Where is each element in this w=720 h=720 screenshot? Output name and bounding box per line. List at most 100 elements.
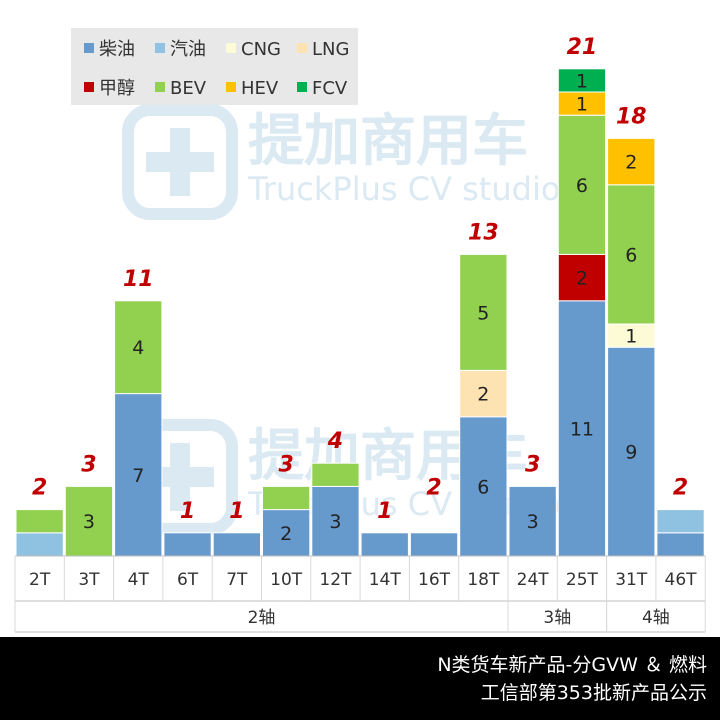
- bar-segment-24T-柴油: [508, 485, 557, 557]
- bar-segment-46T-柴油: [656, 532, 705, 557]
- footer-banner: N类货车新产品-分GVW ＆ 燃料 工信部第353批新产品公示: [0, 637, 720, 720]
- x-tick-label: 6T: [177, 570, 199, 590]
- total-label: 2: [673, 476, 688, 501]
- x-tick-label: 12T: [319, 570, 352, 590]
- total-label: 2: [426, 476, 441, 501]
- bar-segment-18T-LNG: [459, 369, 508, 418]
- legend-swatch: [84, 43, 94, 53]
- bar-segment-2T-汽油: [15, 532, 64, 557]
- segment-value-label: 6: [625, 244, 637, 266]
- bar-segment-3T-BEV: [64, 485, 114, 557]
- total-label: 3: [81, 452, 96, 477]
- bar-segment-14T-柴油: [360, 532, 409, 557]
- legend-item: CNG: [226, 39, 281, 60]
- legend-item: 柴油: [84, 39, 135, 60]
- watermark-subtitle: TruckPlus CV studio: [247, 170, 560, 208]
- segment-value-label: 7: [132, 465, 144, 487]
- legend-label: 柴油: [99, 39, 135, 60]
- segment-value-label: 1: [625, 326, 637, 348]
- bar-segment-4T-BEV: [114, 300, 163, 395]
- legend-label: FCV: [312, 78, 348, 99]
- bar-segment-2T-BEV: [15, 509, 64, 534]
- legend-swatch: [297, 43, 307, 53]
- x-tick-label: 7T: [226, 570, 248, 590]
- watermark-logo-icon: [122, 104, 238, 220]
- total-label: 1: [377, 499, 392, 524]
- bar-segment-25T-FCV: [557, 68, 607, 93]
- bar-segment-7T-柴油: [212, 532, 261, 557]
- segment-value-label: 3: [527, 511, 539, 533]
- total-label: 21: [567, 35, 598, 60]
- segment-value-label: 2: [280, 523, 292, 545]
- bar-segment-12T-BEV: [311, 462, 360, 487]
- segment-value-label: 4: [132, 337, 144, 359]
- x-group-label: 2轴: [248, 608, 276, 628]
- footer-background: [0, 637, 720, 720]
- total-label: 3: [278, 452, 293, 477]
- legend-swatch: [84, 82, 94, 92]
- x-axis: 2T 3T 4T 6T 7T 10T 12T 14T 16T 18T 24T 25T 31T 46T 2轴 3…: [14, 555, 706, 633]
- watermark-logo-icon: [146, 152, 214, 172]
- total-label: 18: [616, 104, 647, 129]
- total-label: 1: [229, 499, 244, 524]
- watermark-brand: 提加商用车: [248, 109, 528, 174]
- x-tick-label: 31T: [615, 570, 648, 590]
- total-label: 3: [525, 452, 540, 477]
- legend-swatch: [155, 43, 165, 53]
- x-tick-label: 2T: [29, 570, 51, 590]
- footer-title: N类货车新产品-分GVW ＆ 燃料: [437, 654, 707, 676]
- legend-swatch: [226, 82, 236, 92]
- legend-item: HEV: [226, 78, 279, 99]
- total-label: 13: [468, 220, 499, 245]
- segment-value-label: 6: [477, 476, 489, 498]
- bar-segment-25T-BEV: [557, 114, 607, 255]
- segment-value-label: 5: [477, 302, 489, 324]
- segment-value-label: 11: [570, 418, 594, 440]
- legend-item: LNG: [297, 39, 349, 60]
- legend-swatch: [155, 82, 165, 92]
- total-label: 2: [32, 476, 47, 501]
- bar-segment-46T-汽油: [656, 509, 705, 534]
- legend-swatch: [297, 82, 307, 92]
- legend-swatch: [226, 43, 236, 53]
- bar-segment-31T-柴油: [607, 346, 656, 557]
- bar-segment-4T-柴油: [114, 393, 163, 557]
- x-tick-label: 25T: [566, 570, 599, 590]
- bar-segment-16T-柴油: [409, 532, 459, 557]
- segment-value-label: 2: [625, 152, 637, 174]
- watermark-logo-icon: [146, 467, 214, 487]
- x-tick-label: 46T: [665, 570, 698, 590]
- bar-segment-10T-BEV: [262, 485, 311, 511]
- legend-label: HEV: [241, 78, 279, 99]
- legend-label: CNG: [241, 39, 281, 60]
- segment-value-label: 6: [576, 175, 588, 197]
- legend-label: 汽油: [170, 39, 206, 60]
- bar-segment-6T-柴油: [163, 532, 212, 557]
- x-tick-label: 4T: [128, 570, 150, 590]
- legend-item: BEV: [155, 78, 207, 99]
- total-label: 1: [180, 499, 195, 524]
- legend-item: FCV: [297, 78, 348, 99]
- footer-subtitle: 工信部第353批新产品公示: [481, 682, 707, 704]
- bar-segment-18T-柴油: [459, 416, 508, 557]
- legend: 柴油 汽油 CNG LNG 甲醇 BEV HEV FCV: [71, 28, 358, 105]
- segment-value-label: 1: [576, 94, 588, 116]
- x-tick-label: 24T: [517, 570, 550, 590]
- total-label: 11: [123, 267, 154, 292]
- bar-segment-31T-BEV: [607, 184, 656, 325]
- x-tick-label: 14T: [369, 570, 402, 590]
- bar-segment-25T-甲醇: [557, 253, 607, 302]
- segment-value-label: 3: [329, 511, 341, 533]
- segment-value-label: 9: [625, 442, 637, 464]
- segment-value-label: 3: [83, 511, 95, 533]
- legend-label: 甲醇: [99, 78, 135, 99]
- segment-value-label: 1: [576, 70, 588, 92]
- total-label: 4: [327, 429, 343, 454]
- bar-segment-18T-BEV: [459, 253, 508, 371]
- legend-background: [71, 28, 358, 105]
- legend-item: 汽油: [155, 39, 206, 60]
